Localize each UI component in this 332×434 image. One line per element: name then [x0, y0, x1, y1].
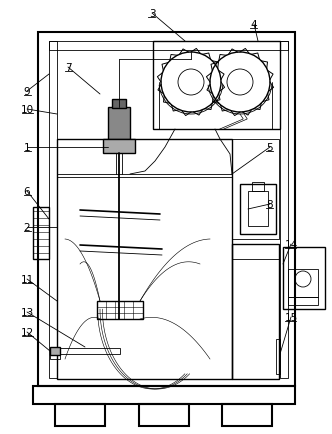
Text: 11: 11	[20, 274, 34, 284]
Bar	[55, 404, 105, 426]
Bar	[280, 42, 288, 378]
Text: 8: 8	[267, 200, 273, 210]
Text: 4: 4	[251, 20, 257, 30]
Bar	[288, 297, 318, 305]
Bar	[252, 183, 264, 191]
Text: 2: 2	[24, 223, 30, 233]
Text: 10: 10	[21, 105, 34, 115]
Bar	[248, 191, 268, 227]
Text: 15: 15	[285, 312, 297, 322]
Bar	[139, 404, 189, 426]
Bar	[108, 108, 130, 140]
Bar	[112, 100, 126, 109]
Text: 14: 14	[285, 240, 297, 250]
Bar	[33, 207, 49, 260]
Bar	[283, 247, 325, 309]
Bar	[232, 244, 279, 379]
Bar	[38, 33, 295, 386]
Text: 1: 1	[24, 143, 30, 153]
Text: 7: 7	[65, 63, 71, 73]
Bar	[240, 184, 276, 234]
Bar	[97, 301, 143, 319]
Bar	[222, 404, 272, 426]
Bar	[57, 140, 232, 178]
Text: 3: 3	[149, 9, 155, 19]
Text: 6: 6	[24, 187, 30, 197]
Text: 12: 12	[20, 327, 34, 337]
Bar	[276, 339, 280, 374]
Bar	[288, 270, 318, 297]
Bar	[153, 42, 280, 130]
Bar	[57, 140, 232, 379]
Bar	[103, 140, 135, 154]
Bar	[50, 347, 60, 355]
Text: 9: 9	[24, 87, 30, 97]
Text: 5: 5	[267, 143, 273, 153]
Bar	[232, 140, 279, 240]
Bar	[33, 386, 295, 404]
Bar	[49, 42, 57, 378]
Bar	[50, 355, 60, 359]
Bar	[60, 348, 120, 354]
Bar	[49, 42, 288, 51]
Text: 13: 13	[20, 307, 34, 317]
